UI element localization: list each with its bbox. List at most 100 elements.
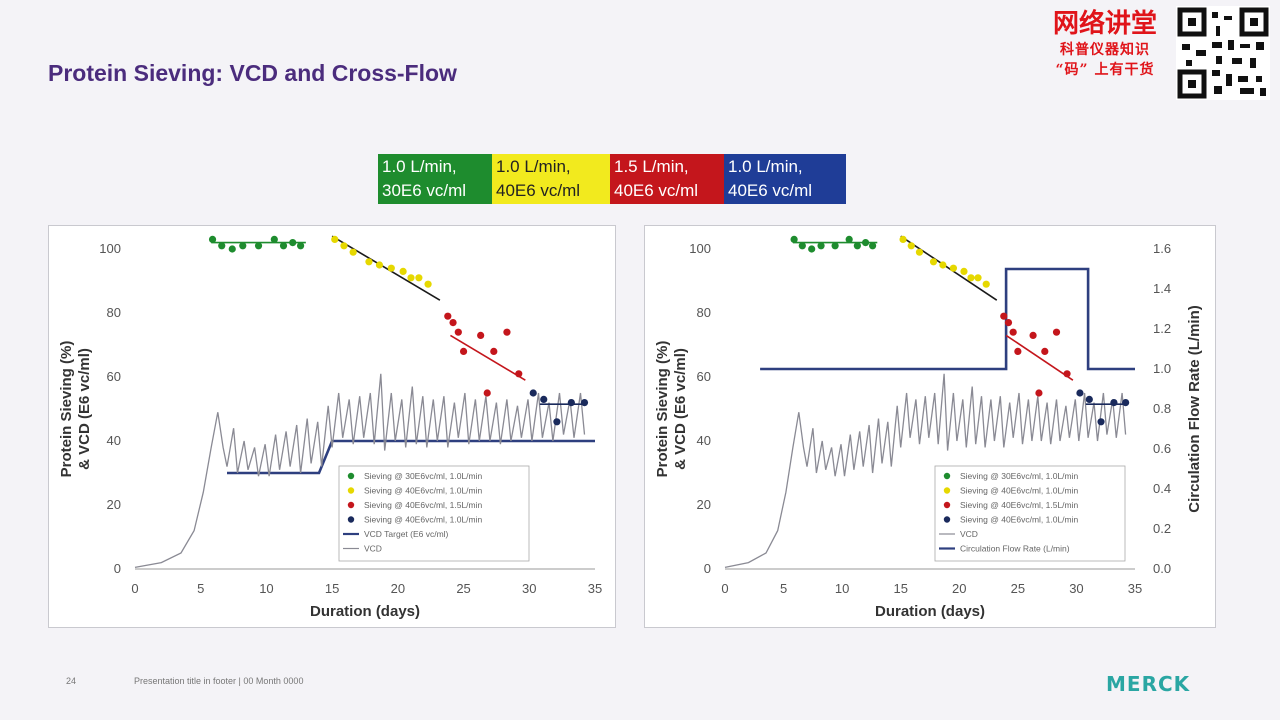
footer-page-number: 24 [66,676,77,686]
data-point [424,280,432,288]
trend-line-sieving-40e6vc-ml-1-0l-min [331,235,441,301]
y-axis-label: Protein Sieving (%)& VCD (E6 vc/ml) [58,341,93,478]
data-point [1004,319,1013,327]
data-point [407,274,415,282]
data-point [459,347,468,355]
legend-label: Sieving @ 40E6vc/ml, 1.0L/min [364,515,483,525]
data-point [949,264,958,272]
data-point [444,312,452,320]
y2-axis-label: Circulation Flow Rate (L/min) [1186,305,1203,513]
legend-label: VCD [364,544,382,554]
data-point [218,242,226,250]
condition-box-line2: 40E6 vc/ml [614,181,699,200]
data-point [929,258,938,266]
x-tick-label: 15 [325,581,339,596]
x-tick-label: 35 [1128,581,1142,596]
legend-label: Sieving @ 40E6vc/ml, 1.5L/min [960,500,1079,510]
chart-crossflow-svg: 0 20 40 60 80 100 0 5 10 15 20 25 30 35 0.0 0.2 0.4 0.6 0.… [654,235,1203,620]
data-point [340,242,348,250]
data-point [399,267,407,275]
y2-tick-label: 1.6 [1153,241,1171,256]
x-tick-label: 15 [893,581,907,596]
data-point [915,248,924,256]
legend-label: Circulation Flow Rate (L/min) [960,544,1070,554]
data-point [375,261,384,269]
x-tick-label: 20 [952,581,966,596]
legend-label: VCD Target (E6 vc/ml) [364,529,449,539]
data-point [1063,370,1071,378]
y-tick-label: 80 [697,305,711,320]
data-point [567,399,575,407]
condition-box-yellow: 1.0 L/min, 40E6 vc/ml [492,154,610,204]
data-point [1014,347,1022,355]
condition-box-line1: 1.0 L/min, [382,157,457,176]
x-tick-label: 5 [197,581,204,596]
trend-line-sieving-40e6vc-ml-1-5l-min [1005,334,1074,381]
legend-marker [943,472,951,480]
series-line-vcd [724,373,1127,569]
promo-banner: 网络讲堂 科普仪器知识 “码” 上有干货 [1040,8,1170,98]
x-tick-label: 10 [835,581,849,596]
data-point [279,242,288,250]
y-tick-label: 60 [107,369,121,384]
data-point [845,235,853,243]
x-tick-label: 0 [721,581,728,596]
condition-box-red: 1.5 L/min, 40E6 vc/ml [610,154,724,204]
x-tick-label: 35 [588,581,602,596]
legend-marker [347,472,355,480]
data-point [477,331,485,339]
series-line-circulation-flow-rate-l-min [760,267,1135,371]
data-point [331,235,339,243]
data-point [808,245,816,253]
legend-label: VCD [960,529,978,539]
data-point [529,389,537,397]
y-tick-label: 100 [689,241,711,256]
condition-box-line2: 40E6 vc/ml [728,181,813,200]
legend-label: Sieving @ 40E6vc/ml, 1.0L/min [960,515,1079,525]
legend-marker [347,501,355,509]
data-point [490,347,498,355]
banner-title: 网络讲堂 [1052,9,1157,39]
slide-title: Protein Sieving: VCD and Cross-Flow [48,60,457,86]
data-point [387,264,395,272]
y-tick-label: 20 [107,497,121,512]
condition-box-line2: 30E6 vc/ml [382,181,467,200]
x-tick-label: 25 [456,581,470,596]
y-tick-label: 0 [114,561,121,576]
condition-box-green: 1.0 L/min, 30E6 vc/ml [378,154,492,204]
condition-box-blue: 1.0 L/min, 40E6 vc/ml [724,154,846,204]
data-point [270,235,278,243]
data-point [208,235,217,243]
data-point [907,242,915,250]
condition-box-line2: 40E6 vc/ml [496,181,581,200]
y2-tick-label: 1.2 [1153,321,1171,336]
series-line-vcd-target-e6-vc-ml [227,439,595,475]
legend-label: Sieving @ 30E6vc/ml, 1.0L/min [960,471,1079,481]
footer-text: Presentation title in footer | 00 Month … [134,676,304,686]
data-point [817,242,825,250]
data-point [853,242,861,250]
y2-tick-label: 0.8 [1153,401,1171,416]
y2-tick-label: 0.4 [1153,481,1171,496]
data-point [982,280,990,288]
data-point [1076,389,1084,397]
y-tick-label: 40 [107,433,121,448]
data-point [790,235,798,243]
y-tick-label: 0 [704,561,711,576]
data-point [365,258,373,266]
legend-label: Sieving @ 40E6vc/ml, 1.0L/min [364,486,483,496]
y-tick-label: 40 [697,433,711,448]
condition-box-line1: 1.5 L/min, [614,157,689,176]
x-tick-label: 10 [259,581,273,596]
data-point [869,242,877,250]
qr-code-icon[interactable] [1176,6,1270,100]
legend-marker [943,516,951,523]
data-point [939,261,947,269]
chart-panel-vcd: 0 20 40 60 80 100 0 5 10 15 20 25 30 35 Duration (days… [48,225,616,628]
data-point [798,242,806,250]
x-tick-label: 0 [131,581,138,596]
data-point [580,399,589,407]
chart-vcd-svg: 0 20 40 60 80 100 0 5 10 15 20 25 30 35 Duration (days… [58,235,602,620]
series-line-vcd [134,373,586,569]
data-point [483,389,491,397]
